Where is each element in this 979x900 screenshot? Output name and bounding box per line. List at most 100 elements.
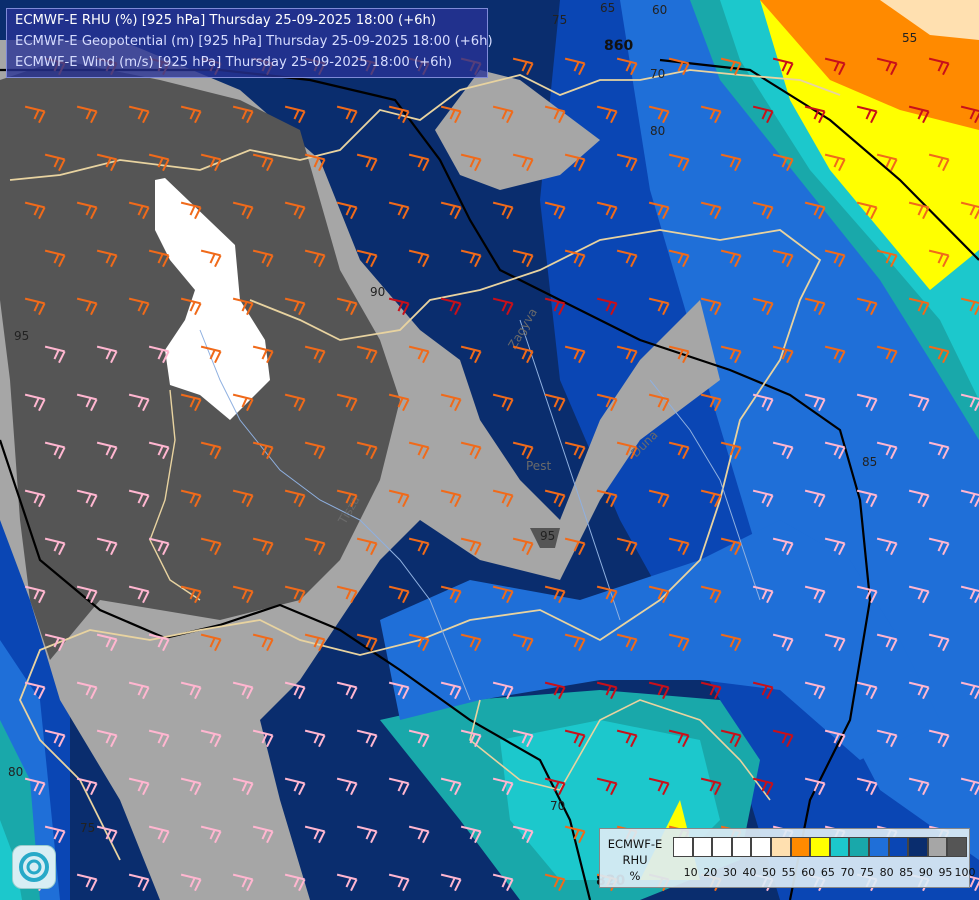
geopotential-contour (0, 68, 872, 900)
wind-barb (928, 57, 950, 76)
wind-barb (648, 105, 670, 124)
wind-barb (408, 345, 430, 364)
wind-barb (804, 681, 826, 700)
wind-barb (128, 105, 150, 124)
rhu-band-white (155, 178, 270, 420)
legend-tick-label: 100 (954, 866, 976, 879)
wind-barb (856, 105, 878, 124)
river (649, 379, 761, 601)
rhu-contour-label: 70 (650, 67, 665, 81)
wind-barb (96, 345, 118, 364)
wind-barb (544, 681, 566, 700)
wind-barb (804, 585, 826, 604)
wind-barb (148, 345, 170, 364)
wind-barb (512, 249, 534, 268)
legend-unit: % (629, 869, 641, 883)
wind-barb (492, 105, 514, 124)
wind-barb (284, 393, 306, 412)
wind-barb (512, 57, 534, 76)
app-logo (12, 845, 56, 889)
wind-barb (908, 201, 930, 220)
wind-barb (960, 489, 979, 508)
wind-barb (596, 297, 618, 316)
wind-barb (616, 57, 638, 76)
wind-barb (772, 249, 794, 268)
legend-swatch (810, 837, 830, 857)
wind-barb (908, 681, 930, 700)
wind-barb (512, 153, 534, 172)
wind-barb (752, 489, 774, 508)
wind-barb (772, 633, 794, 652)
wind-barb (700, 489, 722, 508)
wind-barb (648, 489, 670, 508)
wind-barb (544, 585, 566, 604)
wind-barb (336, 393, 358, 412)
wind-barb (24, 297, 46, 316)
wind-barb (440, 105, 462, 124)
wind-barb (336, 105, 358, 124)
wind-barb (24, 585, 46, 604)
wind-barb (460, 537, 482, 556)
wind-barb (96, 249, 118, 268)
wind-barb (772, 345, 794, 364)
wind-barb (492, 681, 514, 700)
wind-barb (648, 585, 670, 604)
wind-barb (824, 57, 846, 76)
wind-barb (564, 537, 586, 556)
wind-barb (720, 153, 742, 172)
wind-barb (284, 777, 306, 796)
wind-barb (700, 201, 722, 220)
wind-barb (128, 585, 150, 604)
wind-barb (388, 297, 410, 316)
wind-barb (512, 537, 534, 556)
swirl-icon (19, 852, 49, 882)
wind-barb (772, 153, 794, 172)
wind-barb (492, 297, 514, 316)
wind-barb (148, 729, 170, 748)
wind-barb (772, 537, 794, 556)
wind-barb (960, 681, 979, 700)
legend-tick-label: 30 (722, 866, 737, 879)
wind-barb (232, 297, 254, 316)
legend-tick-label: 95 (938, 866, 953, 879)
legend-tick-label: 10 (683, 866, 698, 879)
geopotential-label: 860 (604, 38, 633, 54)
wind-barb (928, 153, 950, 172)
wind-barb (804, 393, 826, 412)
wind-barb (44, 153, 66, 172)
wind-barb (232, 105, 254, 124)
wind-barb (148, 153, 170, 172)
wind-barb (232, 201, 254, 220)
wind-barb (876, 441, 898, 460)
wind-barb (304, 249, 326, 268)
wind-barb (544, 201, 566, 220)
wind-barb (284, 489, 306, 508)
wind-barb (492, 873, 514, 892)
wind-barb (960, 585, 979, 604)
wind-barb (908, 777, 930, 796)
place-label-pest: Pest (526, 459, 551, 473)
rhu-contour-label: 95 (14, 329, 29, 343)
wind-barb (356, 153, 378, 172)
wind-barb (460, 249, 482, 268)
wind-barb (804, 201, 826, 220)
wind-barb (76, 297, 98, 316)
wind-barb (544, 297, 566, 316)
wind-barb (284, 297, 306, 316)
wind-barb (596, 105, 618, 124)
wind-barb (564, 57, 586, 76)
wind-barb (460, 633, 482, 652)
wind-barb (824, 345, 846, 364)
country-border (9, 69, 841, 181)
wind-barb (752, 585, 774, 604)
wind-barb (200, 633, 222, 652)
wind-barb (616, 153, 638, 172)
wind-barb (596, 489, 618, 508)
wind-barb (336, 585, 358, 604)
wind-barb (336, 201, 358, 220)
wind-barb (928, 537, 950, 556)
wind-barb (876, 633, 898, 652)
wind-barb (128, 489, 150, 508)
legend-swatch (927, 837, 948, 857)
wind-barb (76, 585, 98, 604)
